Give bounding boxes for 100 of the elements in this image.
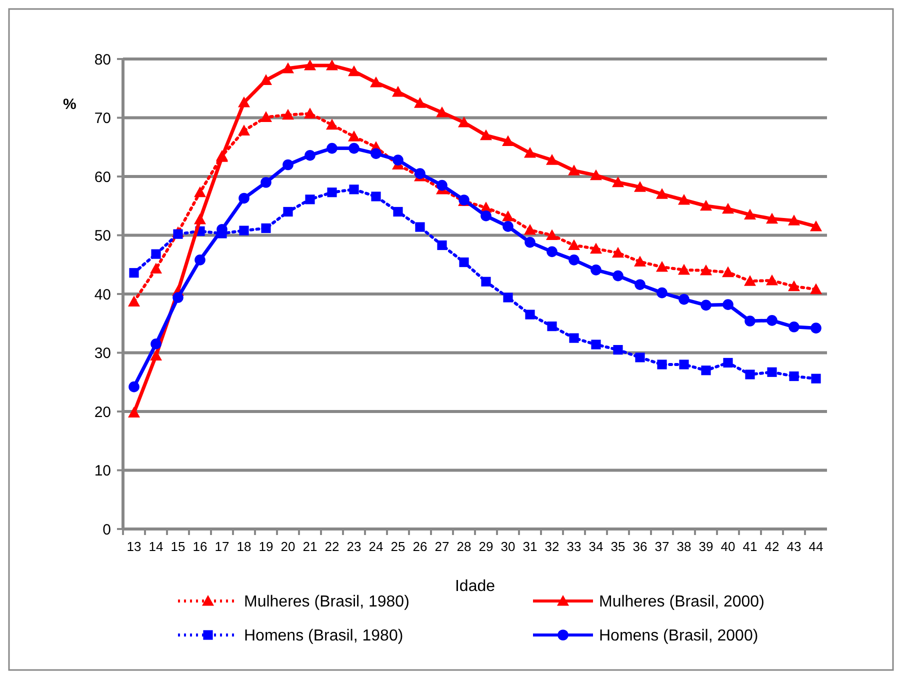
point [568,254,580,266]
point [305,194,315,204]
x-tick-label: 30 [500,539,516,554]
point [392,86,404,97]
point [744,208,756,220]
point [414,97,426,108]
point [304,108,316,118]
point [701,366,711,376]
point [700,300,712,311]
point [788,280,800,292]
point [744,275,756,286]
point [569,333,579,343]
x-tick-label: 14 [148,539,164,554]
x-tick-label: 35 [610,539,626,554]
point [326,142,338,154]
x-tick-label: 44 [808,539,824,554]
point [590,264,602,276]
x-tick-label: 34 [588,539,604,554]
point [348,65,360,76]
x-tick-label: 20 [280,539,296,554]
x-axis-title: Idade [454,578,496,595]
point [260,176,272,188]
point [480,210,492,222]
point [437,240,447,250]
point [326,59,338,70]
point [370,76,382,88]
point [238,192,250,204]
x-tick-label: 26 [412,539,428,554]
point [810,322,822,334]
point [436,106,448,118]
y-tick-label: 60 [94,168,111,186]
point [348,130,360,142]
point [766,274,778,286]
point [349,184,359,194]
x-tick-label: 32 [544,539,560,554]
point [260,74,272,85]
y-tick-label: 10 [94,462,111,480]
y-tick-label: 50 [94,228,111,244]
point [414,168,426,179]
legend-label: Mulheres (Brasil, 1980) [244,594,410,611]
point [260,111,272,122]
point [634,279,646,290]
legend-label: Homens (Brasil, 2000) [599,628,758,645]
point [370,148,382,159]
point [635,352,645,362]
point [789,371,799,382]
point [238,124,250,136]
y-tick-label: 0 [102,521,111,538]
point [810,283,822,294]
point [700,264,712,276]
point [766,315,778,326]
x-tick-label: 43 [786,539,802,554]
y-tick-label: 30 [94,345,111,362]
point [678,194,690,205]
point [150,338,162,350]
x-tick-label: 16 [192,539,208,554]
point [613,345,623,355]
x-tick-label: 38 [676,539,692,554]
point [568,164,580,176]
y-tick-label: 20 [94,404,111,421]
y-axis-title: % [63,96,76,113]
point [591,340,601,350]
point [304,150,316,161]
point [723,358,733,368]
point [525,310,535,320]
point [239,226,249,236]
point [546,154,558,165]
point [261,223,271,233]
point [767,367,777,377]
point [678,294,690,305]
point [524,236,536,248]
point [700,200,712,211]
point [283,206,293,217]
point [503,292,513,302]
legend-label: Homens (Brasil, 1980) [244,628,404,645]
point [481,276,491,286]
point [656,287,668,298]
x-tick-label: 28 [456,539,472,554]
point [371,192,381,202]
point [722,266,734,278]
point [502,210,514,222]
point [151,249,161,259]
point [656,260,668,272]
point [304,59,316,70]
point [480,129,492,140]
point [811,374,821,384]
point [568,239,580,250]
point [679,360,689,370]
point [678,264,690,275]
point [546,229,558,240]
point [766,212,778,224]
x-tick-label: 33 [566,539,582,554]
point [722,202,734,214]
x-tick-label: 13 [126,539,142,554]
x-tick-label: 31 [522,539,538,554]
x-tick-label: 42 [764,539,780,554]
point [546,246,558,258]
point [459,257,469,268]
point [128,406,140,418]
point [788,214,800,226]
